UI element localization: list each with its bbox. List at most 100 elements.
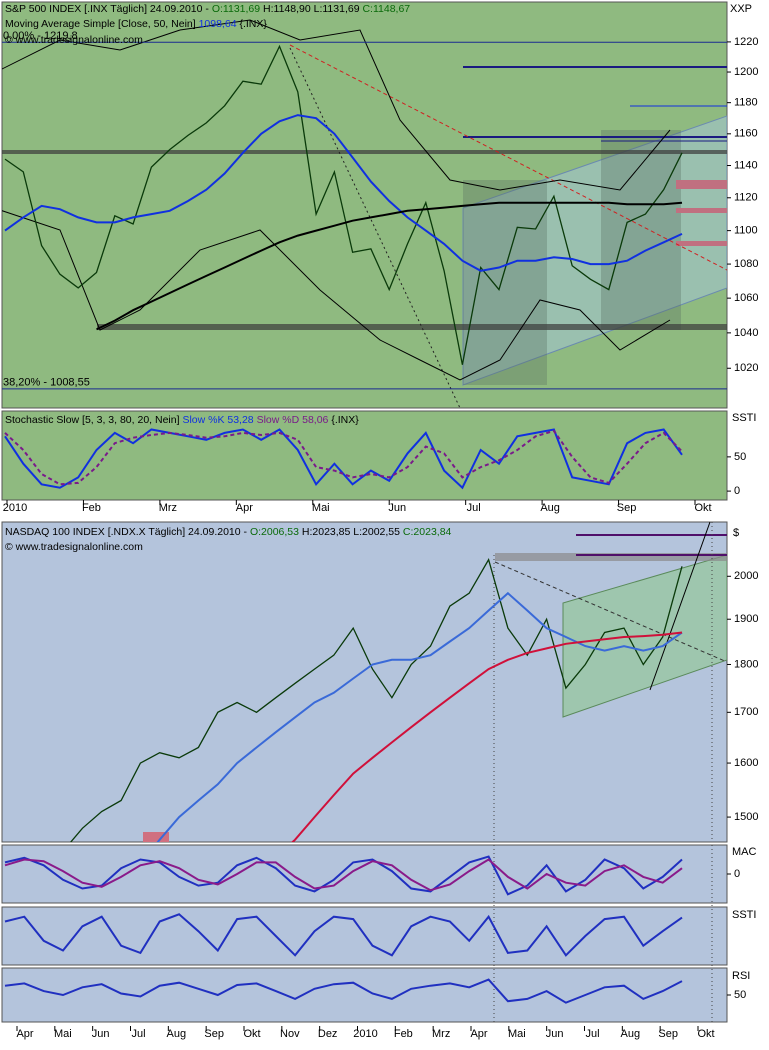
y-tick-label: 0 (734, 485, 740, 497)
x-tick-label: Mai (312, 502, 330, 514)
panel (4, 913, 683, 957)
x-tick-label: Dez (318, 1028, 338, 1040)
y-tick-label: 1800 (734, 658, 758, 670)
high-low: H:1148,90 L:1131,69 (263, 3, 360, 15)
y-tick-label: 1180 (734, 97, 758, 109)
copyright: © www.tradesignalonline.com (5, 34, 143, 46)
y-tick-label: 1100 (734, 225, 758, 237)
y-tick-label: 1600 (734, 757, 758, 769)
axis-label: SSTI (732, 909, 756, 921)
x-tick-label: Jun (92, 1028, 110, 1040)
y-tick-label: 1120 (734, 192, 758, 204)
x-tick-label: Jun (546, 1028, 564, 1040)
y-tick-label: 1500 (734, 811, 758, 823)
copyright: © www.tradesignalonline.com (5, 541, 143, 553)
fib-label: 0,00% - 1219,8 (3, 30, 78, 42)
series-line (4, 978, 683, 1004)
drawings (2, 19, 727, 408)
header: S&P 500 INDEX [.INX Täglich] 24.09.2010 … (5, 3, 410, 15)
y-tick-label: 2000 (734, 570, 758, 582)
y-tick-label: 50 (734, 989, 746, 1001)
axis-label: $ (733, 527, 739, 539)
y-tick-label: 1040 (734, 327, 758, 339)
panel-bg (1, 410, 728, 501)
open: O:1131,69 (212, 3, 260, 15)
panel (4, 855, 683, 896)
y-tick-label: 1020 (734, 362, 758, 374)
y-tick-label: 1140 (734, 159, 758, 171)
x-tick-label: Sep (204, 1028, 224, 1040)
close: C:1148,67 (362, 3, 410, 15)
x-tick-label: Feb (394, 1028, 413, 1040)
legend-entry: Slow %D (257, 414, 300, 426)
y-tick-label: 1220 (734, 36, 758, 48)
title: Stochastic Slow [5, 3, 3, 80, 20, Nein] (5, 414, 180, 426)
x-tick-label: 2010 (353, 1028, 377, 1040)
series-line (96, 201, 683, 331)
series-line (4, 44, 683, 365)
x-tick-label: Okt (243, 1028, 260, 1040)
marks: 1020 1040 1060 1080 1100 1120 1140 1160 1180 1200… (2, 30, 758, 1040)
x-tick-label: Jul (131, 1028, 145, 1040)
series-line (4, 913, 683, 957)
axis-label: RSI (732, 970, 750, 982)
x-tick-label: Apr (16, 1028, 33, 1040)
panel (69, 558, 683, 842)
x-tick-label: Apr (236, 502, 253, 514)
title: NASDAQ 100 INDEX [.NDX.X Täglich] 24.09.… (5, 526, 248, 538)
legend: Moving Average Simple [Close, 50, Nein] … (5, 18, 267, 30)
x-tick-label: Mrz (159, 502, 177, 514)
title: S&P 500 INDEX [.INX Täglich] 24.09.2010 … (5, 3, 209, 15)
y-tick-label: 1160 (734, 128, 758, 140)
legend-symbol: {.INX} (239, 18, 267, 30)
y-tick-label: 0 (734, 868, 740, 880)
x-tick-label: Sep (658, 1028, 678, 1040)
high-low: H:2023,85 L:2002,55 (302, 526, 400, 538)
close: C:2023,84 (403, 526, 452, 538)
legend-value: 58,06 (302, 414, 328, 426)
legend-symbol: {.INX} (331, 414, 359, 426)
panel-bg (1, 844, 728, 904)
x-tick-label: Mai (508, 1028, 526, 1040)
series-line (69, 558, 683, 842)
series-line (4, 428, 683, 490)
x-tick-label: Mrz (432, 1028, 450, 1040)
panel (2, 41, 727, 390)
x-tick-label: Apr (470, 1028, 487, 1040)
x-tick-label: Aug (621, 1028, 641, 1040)
x-tick-label: 2010 (3, 502, 27, 514)
y-tick-label: 1080 (734, 258, 758, 270)
y-tick-label: 1200 (734, 66, 758, 78)
fib-label: 38,20% - 1008,55 (3, 377, 90, 389)
y-tick-label: 1900 (734, 613, 758, 625)
y-tick-label: 1060 (734, 292, 758, 304)
x-tick-label: Okt (697, 1028, 714, 1040)
series-line (291, 631, 683, 842)
header: Stochastic Slow [5, 3, 3, 80, 20, Nein] … (5, 414, 359, 426)
series-line (4, 858, 683, 892)
x-tick-label: Sep (617, 502, 637, 514)
series-line (156, 591, 683, 842)
header: NASDAQ 100 INDEX [.NDX.X Täglich] 24.09.… (5, 526, 452, 538)
legend-entry: Slow %K (182, 414, 224, 426)
x-tick-label: Jul (467, 502, 481, 514)
panel-bg (1, 1, 728, 409)
y-tick-label: 1700 (734, 706, 758, 718)
panel-bg (1, 967, 728, 1023)
axis-label: XXP (730, 3, 752, 15)
y-tick-label: 50 (734, 451, 746, 463)
legend-value: 1098,64 (199, 18, 237, 30)
x-tick-label: Okt (694, 502, 711, 514)
panel (4, 978, 683, 1004)
series-line (4, 114, 683, 272)
legend-entry: Moving Average Simple [Close, 50, Nein] (5, 18, 196, 30)
x-tick-label: Jul (585, 1028, 599, 1040)
x-tick-label: Aug (167, 1028, 187, 1040)
x-tick-label: Jun (388, 502, 406, 514)
x-tick-label: Mai (54, 1028, 72, 1040)
axis-label: MAC (732, 846, 757, 858)
x-tick-label: Aug (540, 502, 560, 514)
open: O:2006,53 (250, 526, 299, 538)
legend-value: 53,28 (227, 414, 253, 426)
